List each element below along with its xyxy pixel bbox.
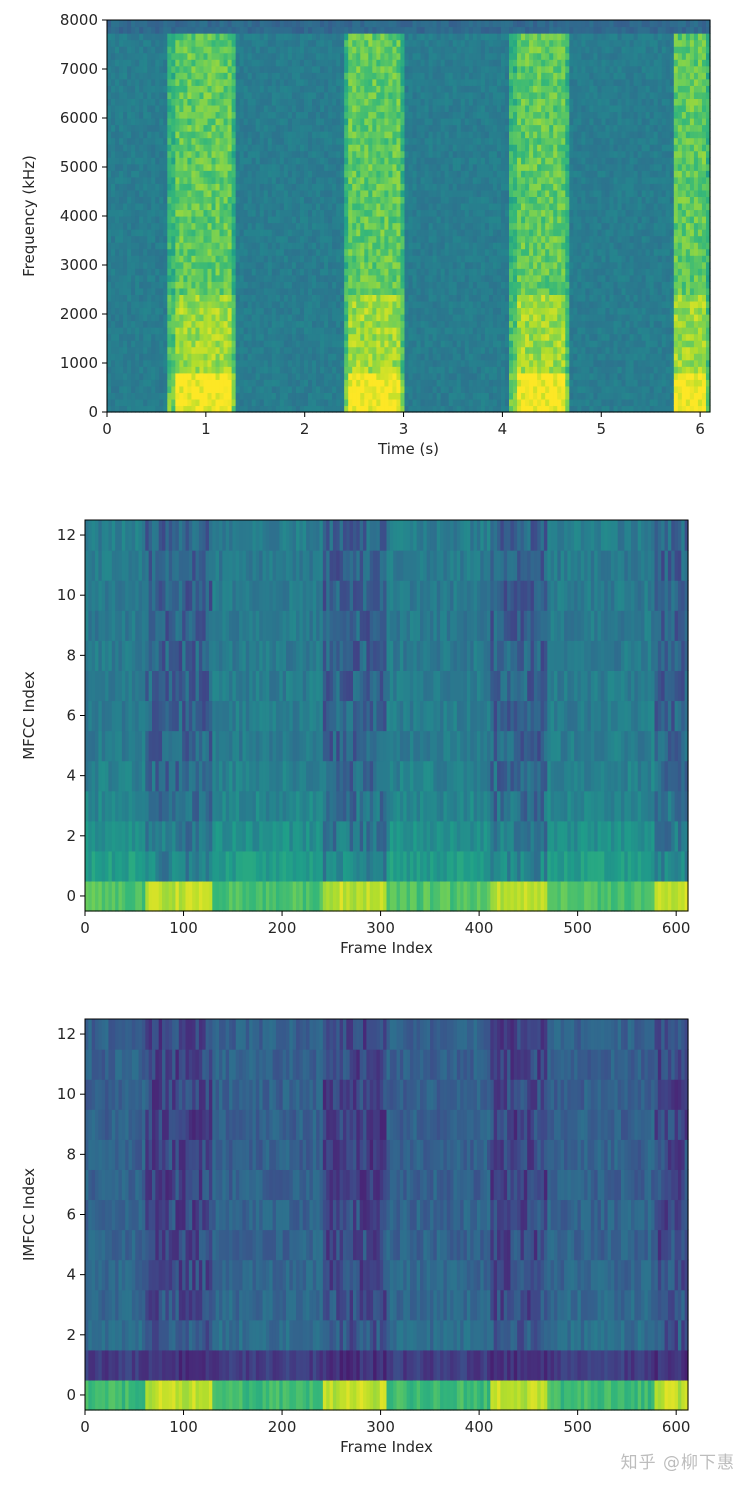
heatmap-cells xyxy=(107,20,711,413)
x-tick-label: 300 xyxy=(366,1418,395,1436)
y-axis-label: Frequency (kHz) xyxy=(20,155,38,277)
x-tick-label: 200 xyxy=(268,1418,297,1436)
chart-1: 0 1 2 3 4 5 6 0 1000 2000 3000 4000 5000 6000 7000 8000… xyxy=(20,11,711,458)
x-tick-label: 1 xyxy=(201,420,211,438)
y-tick-label: 8 xyxy=(66,1145,76,1163)
y-tick-label: 0 xyxy=(88,403,98,421)
y-tick-label: 6 xyxy=(66,1206,76,1224)
x-tick-label: 300 xyxy=(366,919,395,937)
x-tick-label: 400 xyxy=(465,919,494,937)
x-axis-label: Frame Index xyxy=(340,939,433,957)
x-tick-label: 0 xyxy=(80,1418,90,1436)
y-tick-label: 1000 xyxy=(60,354,98,372)
chart-3: 0 100 200 300 400 500 600 0 2 4 6 8 10 12 Frame Index I… xyxy=(20,1018,691,1456)
y-tick-label: 4 xyxy=(66,1266,76,1284)
y-tick-label: 10 xyxy=(57,586,76,604)
x-tick-label: 100 xyxy=(169,1418,198,1436)
x-tick-label: 600 xyxy=(662,919,691,937)
y-tick-label: 2000 xyxy=(60,305,98,323)
x-axis-label: Time (s) xyxy=(377,440,439,458)
chart-2: 0 100 200 300 400 500 600 0 2 4 6 8 10 12 Frame Index M… xyxy=(20,519,691,957)
x-tick-label: 2 xyxy=(300,420,310,438)
heatmap-cells xyxy=(85,1019,689,1411)
y-tick-label: 3000 xyxy=(60,256,98,274)
x-tick-label: 0 xyxy=(80,919,90,937)
x-tick-label: 6 xyxy=(695,420,705,438)
y-tick-label: 10 xyxy=(57,1085,76,1103)
y-tick-label: 8 xyxy=(66,646,76,664)
y-tick-label: 6 xyxy=(66,707,76,725)
x-tick-label: 4 xyxy=(498,420,508,438)
x-tick-label: 100 xyxy=(169,919,198,937)
y-tick-label: 12 xyxy=(57,1025,76,1043)
y-tick-label: 5000 xyxy=(60,158,98,176)
x-tick-label: 400 xyxy=(465,1418,494,1436)
y-tick-label: 2 xyxy=(66,827,76,845)
y-tick-label: 0 xyxy=(66,1386,76,1404)
x-tick-label: 500 xyxy=(563,1418,592,1436)
y-axis-label: MFCC Index xyxy=(20,671,38,760)
watermark: 知乎 @柳下惠 xyxy=(620,1453,735,1473)
y-tick-label: 7000 xyxy=(60,60,98,78)
y-tick-label: 6000 xyxy=(60,109,98,127)
y-axis-label: IMFCC Index xyxy=(20,1168,38,1261)
heatmap-cells xyxy=(85,520,689,912)
y-tick-label: 4000 xyxy=(60,207,98,225)
x-tick-label: 200 xyxy=(268,919,297,937)
x-tick-label: 3 xyxy=(399,420,409,438)
y-tick-label: 0 xyxy=(66,887,76,905)
x-axis-label: Frame Index xyxy=(340,1438,433,1456)
x-tick-label: 0 xyxy=(102,420,112,438)
y-tick-label: 4 xyxy=(66,767,76,785)
y-tick-label: 12 xyxy=(57,526,76,544)
x-tick-label: 600 xyxy=(662,1418,691,1436)
y-tick-label: 8000 xyxy=(60,11,98,29)
x-tick-label: 500 xyxy=(563,919,592,937)
y-tick-label: 2 xyxy=(66,1326,76,1344)
x-tick-label: 5 xyxy=(596,420,606,438)
